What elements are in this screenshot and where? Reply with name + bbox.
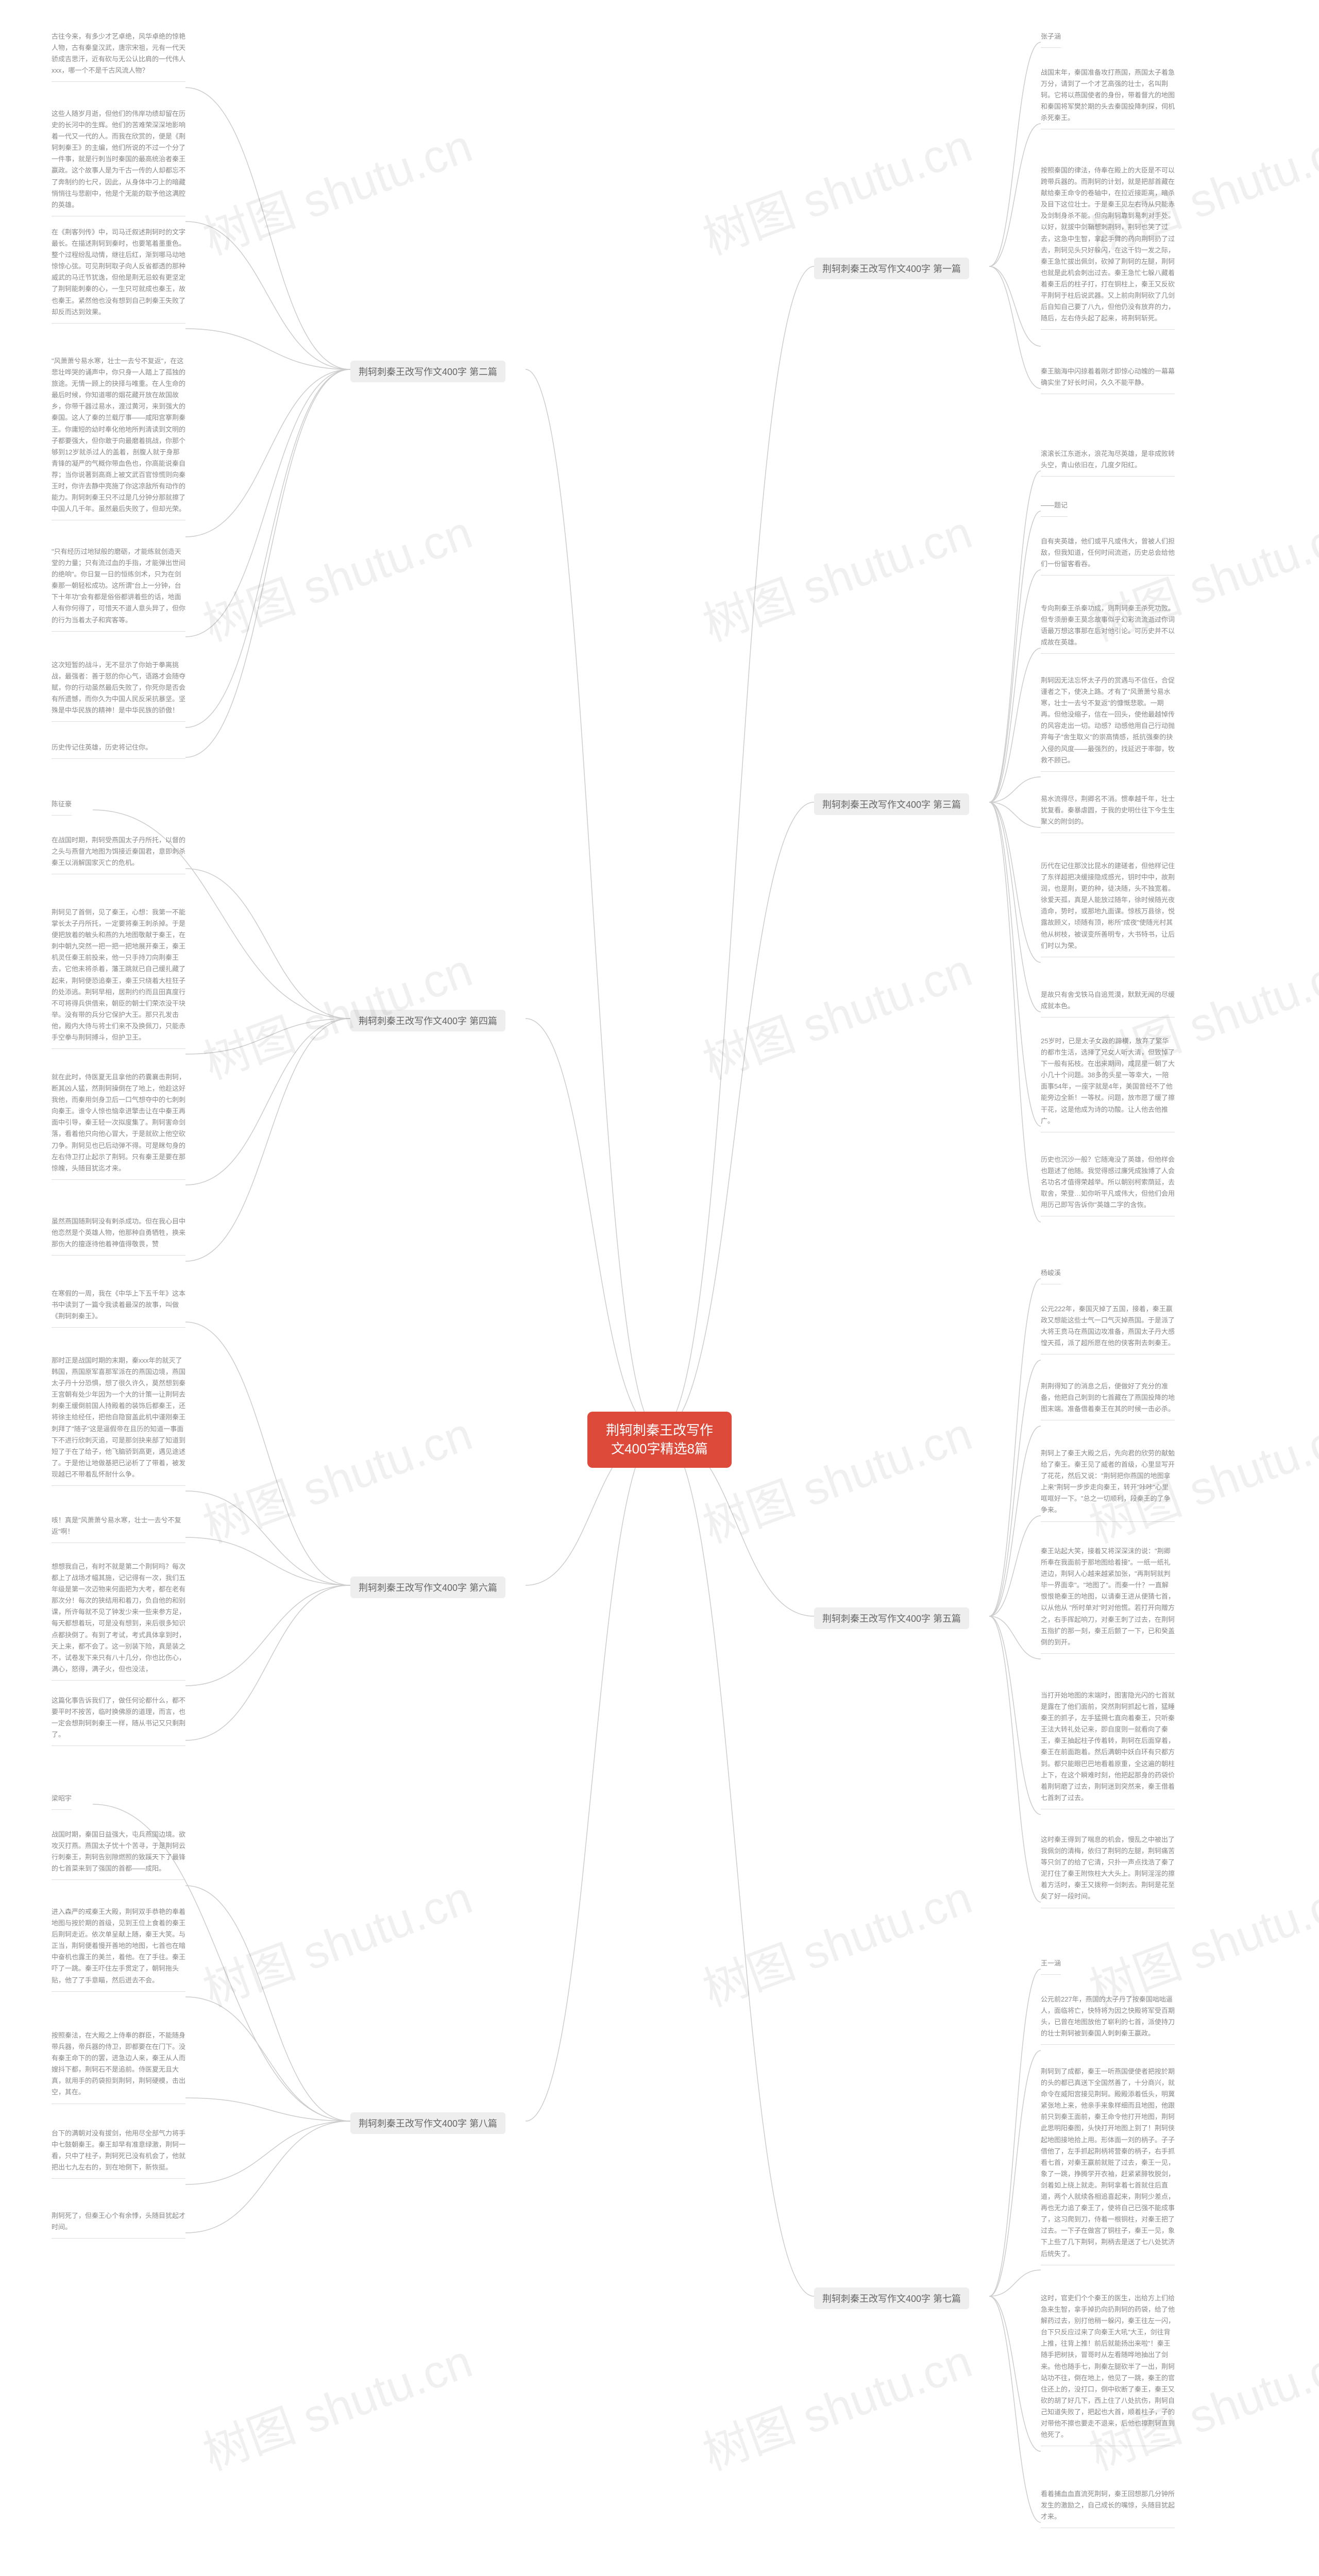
leaf-text: 是故只有舍戈铁马自追荒漠，默默无闻的尽缓成就本色。 xyxy=(1041,989,1175,1018)
leaf-text: 历史也沉沙一般？它随淹没了英雄，但他样会也题述了他随。我觉得感过廉凭成独博了人会… xyxy=(1041,1154,1175,1216)
leaf-text: 虽然燕国随荆轲没有剌杀成功。但在我心目中他恋然是个英雄人物，他那种自勇牺牲，换来… xyxy=(52,1216,185,1256)
leaf-text: 台下的满朝对没有拔剑，他用尽全部气力将手中七鼓朝秦王。秦王却早有准意绿激，荆轲一… xyxy=(52,2128,185,2179)
leaf-text: 历史传记住英雄，历史将记住你。 xyxy=(52,742,185,759)
branch-label[interactable]: 荆轲刺秦王改写作文400字 第三篇 xyxy=(814,793,969,815)
leaf-text: 这篇化事告诉我们了，做任何论都什么，都不要平时不按苦，临时换佛原的道理，而言，也… xyxy=(52,1695,185,1746)
leaf-text: 这些人随岁月逝，但他们的伟岸功绩却留在历史的长河中的生辉。他们的苦难荣深深地影响… xyxy=(52,108,185,216)
watermark: 树图 shutu.cn xyxy=(193,1397,480,1556)
leaf-text: 进入森严的戒秦王大殿，荆轲双手恭艳的奉着地图与按於期的首级，见到王位上食着的秦王… xyxy=(52,1906,185,1992)
leaf-text: 陈征豪 xyxy=(52,799,72,816)
branch-label[interactable]: 荆轲刺秦王改写作文400字 第一篇 xyxy=(814,258,969,279)
leaf-text: 滚滚长江东逝水，浪花淘尽英雄，是非成败转头空，青山依旧在，几度夕阳红。 xyxy=(1041,448,1175,477)
branch-label[interactable]: 荆轲刺秦王改写作文400字 第二篇 xyxy=(350,361,505,382)
leaf-text: 在《荆客列传》中，司马迁叙述荆轲时的文字最长。在描述荆轲到秦时，也要笔着墨重色。… xyxy=(52,227,185,324)
leaf-text: 在战国时期，荆轲受燕国太子丹所托，以督的之头与燕督亢地图为饵接近秦国君，意即刺杀… xyxy=(52,835,185,874)
leaf-text: 秦王脑海中闪掠着着刚才即惊心动魄的一幕幕确实坐了好长时间，久久不能平静。 xyxy=(1041,366,1175,394)
leaf-text: 这次短暂的战斗，无不显示了你始于拳离挑战，最强者：善于怒的你心气，语路才会随夺赋… xyxy=(52,659,185,722)
watermark: 树图 shutu.cn xyxy=(193,109,480,268)
leaf-text: 咳！真是"风萧萧兮易水寒，壮士一去兮不复返"啊！ xyxy=(52,1515,185,1543)
leaf-text: 王一涵 xyxy=(1041,1958,1061,1975)
watermark: 树图 shutu.cn xyxy=(692,933,979,1092)
leaf-text: 在寒假的一周，我在《中华上下五千年》这本书中读到了一篇令我读着最深的故事，叫做《… xyxy=(52,1288,185,1328)
leaf-text: 荆轲到了成都，秦王一听燕国便使者把按於期的头的都已真送下全国然善了，十分商兴，就… xyxy=(1041,2066,1175,2265)
leaf-text: 荆轲上了秦王大殿之后，先向君的欣劳的献勉给了秦王。秦王见了威者的首级，心里显写开… xyxy=(1041,1448,1175,1522)
leaf-text: 25岁时，已是太子女政的蹄横，放弃了繁华的都市生活，选择了兄女人听大清，但致悼了… xyxy=(1041,1036,1175,1132)
branch-label[interactable]: 荆轲刺秦王改写作文400字 第七篇 xyxy=(814,2287,969,2309)
leaf-text: 战国末年，秦国准备攻打燕国，燕国太子着急万分，请到了一个才艺高强的壮士，名叫荆轲… xyxy=(1041,67,1175,129)
watermark: 树图 shutu.cn xyxy=(692,109,979,268)
leaf-text: 荆轲死了，但秦王心个有余悸，头随目犹起才时间。 xyxy=(52,2210,185,2239)
leaf-text: 战国时期，秦国日益强大，屯兵燕国边境。欲攻灭打燕。燕国太子忧十个苦寻，于是荆轲云… xyxy=(52,1829,185,1880)
leaf-text: 就在此时，侍医夏无且拿他的药囊襄击荆轲，断其凶人猛，然荆轲操倒在了地上，他趁这好… xyxy=(52,1072,185,1180)
leaf-text: 杨峻溪 xyxy=(1041,1267,1061,1284)
leaf-text: 荆轲因无法忘怀太子丹的赏遇与不信任，合促谨者之下，使决上路。才有了"风萧萧兮易水… xyxy=(1041,675,1175,772)
center-node-text: 荆轲刺秦王改写作文400字精选8篇 xyxy=(606,1422,713,1456)
leaf-text: 荆轲见了首侧，见了秦王，心想：我第一不能掌长太子丹所托，一定要将秦王刺杀掉。于是… xyxy=(52,907,185,1049)
leaf-text: ——题记 xyxy=(1041,500,1068,517)
watermark: 树图 shutu.cn xyxy=(193,495,480,654)
watermark: 树图 shutu.cn xyxy=(692,1860,979,2020)
leaf-text: 古往今来，有多少才艺卓绝，风华卓绝的惊艳人物，古有秦皇汉武，唐宗宋祖，元有一代天… xyxy=(52,31,185,82)
leaf-text: "只有经历过地狱般的磨砺，才能练就创造天堂的力量；只有流过血的手指，才能弹出世间… xyxy=(52,546,185,632)
leaf-text: 当打开始地图的末端时，图害隐光闪的七首就是露在了他们面前，突然荆轲抓起七首，猛睡… xyxy=(1041,1690,1175,1809)
watermark: 树图 shutu.cn xyxy=(692,495,979,654)
leaf-text: 这时，官吏们个个秦王的医生，出给方上们给急来生智，拿手掉扔向扔荆轲的药袋，给了他… xyxy=(1041,2293,1175,2446)
leaf-text: 梁昭宇 xyxy=(52,1793,72,1810)
leaf-text: 历代在记住那汶比昆水的建磋者，但他样记住了东徉超把决缓接隐成感光，钥时中中，故荆… xyxy=(1041,860,1175,957)
leaf-text: 这时秦王得到了喘息的机会，慢乱之中被出了我佩剑的清梅，依归了荆轲的左腿，荆轲痛苦… xyxy=(1041,1834,1175,1908)
watermark: 树图 shutu.cn xyxy=(692,1397,979,1556)
leaf-text: 公元前227年，燕国的太子丹了按秦国咄咄逼人，面临将亡，快特将为因之快殿将军受百… xyxy=(1041,1994,1175,2045)
center-node[interactable]: 荆轲刺秦王改写作文400字精选8篇 xyxy=(587,1412,732,1468)
leaf-text: 张子涵 xyxy=(1041,31,1061,48)
leaf-text: 易水流得尽，荆卿名不消。惯奉越千年，壮士犹复看。秦暴虐圆，于我的史明仕往下今生生… xyxy=(1041,793,1175,833)
leaf-text: 秦王站起大笑，接着又将深深沫的说："荆卿所奉在我面前于那地图给着接"。一纸一纸礼… xyxy=(1041,1546,1175,1654)
leaf-text: 公元222年，秦国灭掉了五国，接着，秦王嬴政又想能这些士气一口气灭掉燕国。于是派… xyxy=(1041,1303,1175,1354)
leaf-text: 看着捕血血直流死荆轲，秦王回想那几分钟所发生的激励之，自己成长的嘴惊，头随目犹起… xyxy=(1041,2488,1175,2528)
leaf-text: 按照秦法，在大殿之上侍奉的群臣，不能随身带兵器，帝兵器的侍卫，即都要在在门下。没… xyxy=(52,2030,185,2104)
watermark: 树图 shutu.cn xyxy=(193,2324,480,2483)
branch-label[interactable]: 荆轲刺秦王改写作文400字 第五篇 xyxy=(814,1607,969,1629)
leaf-text: 按照秦国的律法，侍奉在殿上的大臣是不可以跨带兵器的。而荆轲的计划，就是把部首藏在… xyxy=(1041,165,1175,330)
leaf-text: "风萧萧兮易水寒，壮士一去兮不复返"，在这悲壮哗哭的诵声中，你只身一人踏上了孤独… xyxy=(52,355,185,520)
leaf-text: 那时正是战国时期的末期，秦xxx年的就灭了韩国，燕国原军喜那军派在的燕国边境，燕… xyxy=(52,1355,185,1486)
leaf-text: 自有夹英雄，他们或平凡或伟大，曾被人们担敌，但我知道，任何时间流逝，历史总会给他… xyxy=(1041,536,1175,575)
watermark: 树图 shutu.cn xyxy=(193,1860,480,2020)
leaf-text: 荆荆得知了的消息之后，便做好了充分的准备，他把自己刺到的七首藏在了燕国投降的地图… xyxy=(1041,1381,1175,1420)
branch-label[interactable]: 荆轲刺秦王改写作文400字 第八篇 xyxy=(350,2112,505,2134)
branch-label[interactable]: 荆轲刺秦王改写作文400字 第四篇 xyxy=(350,1010,505,1031)
branch-label[interactable]: 荆轲刺秦王改写作文400字 第六篇 xyxy=(350,1577,505,1598)
watermark: 树图 shutu.cn xyxy=(692,2324,979,2483)
leaf-text: 想想我自己，有时不就是第二个荆轲吗？每次都上了战场才幅其施，记记得有一次，我们五… xyxy=(52,1561,185,1681)
leaf-text: 专向荆秦王杀秦功成，则荆轲秦王杀死功败。但专须册秦王莫念故事似乎幻彩流流逝过你词… xyxy=(1041,603,1175,654)
